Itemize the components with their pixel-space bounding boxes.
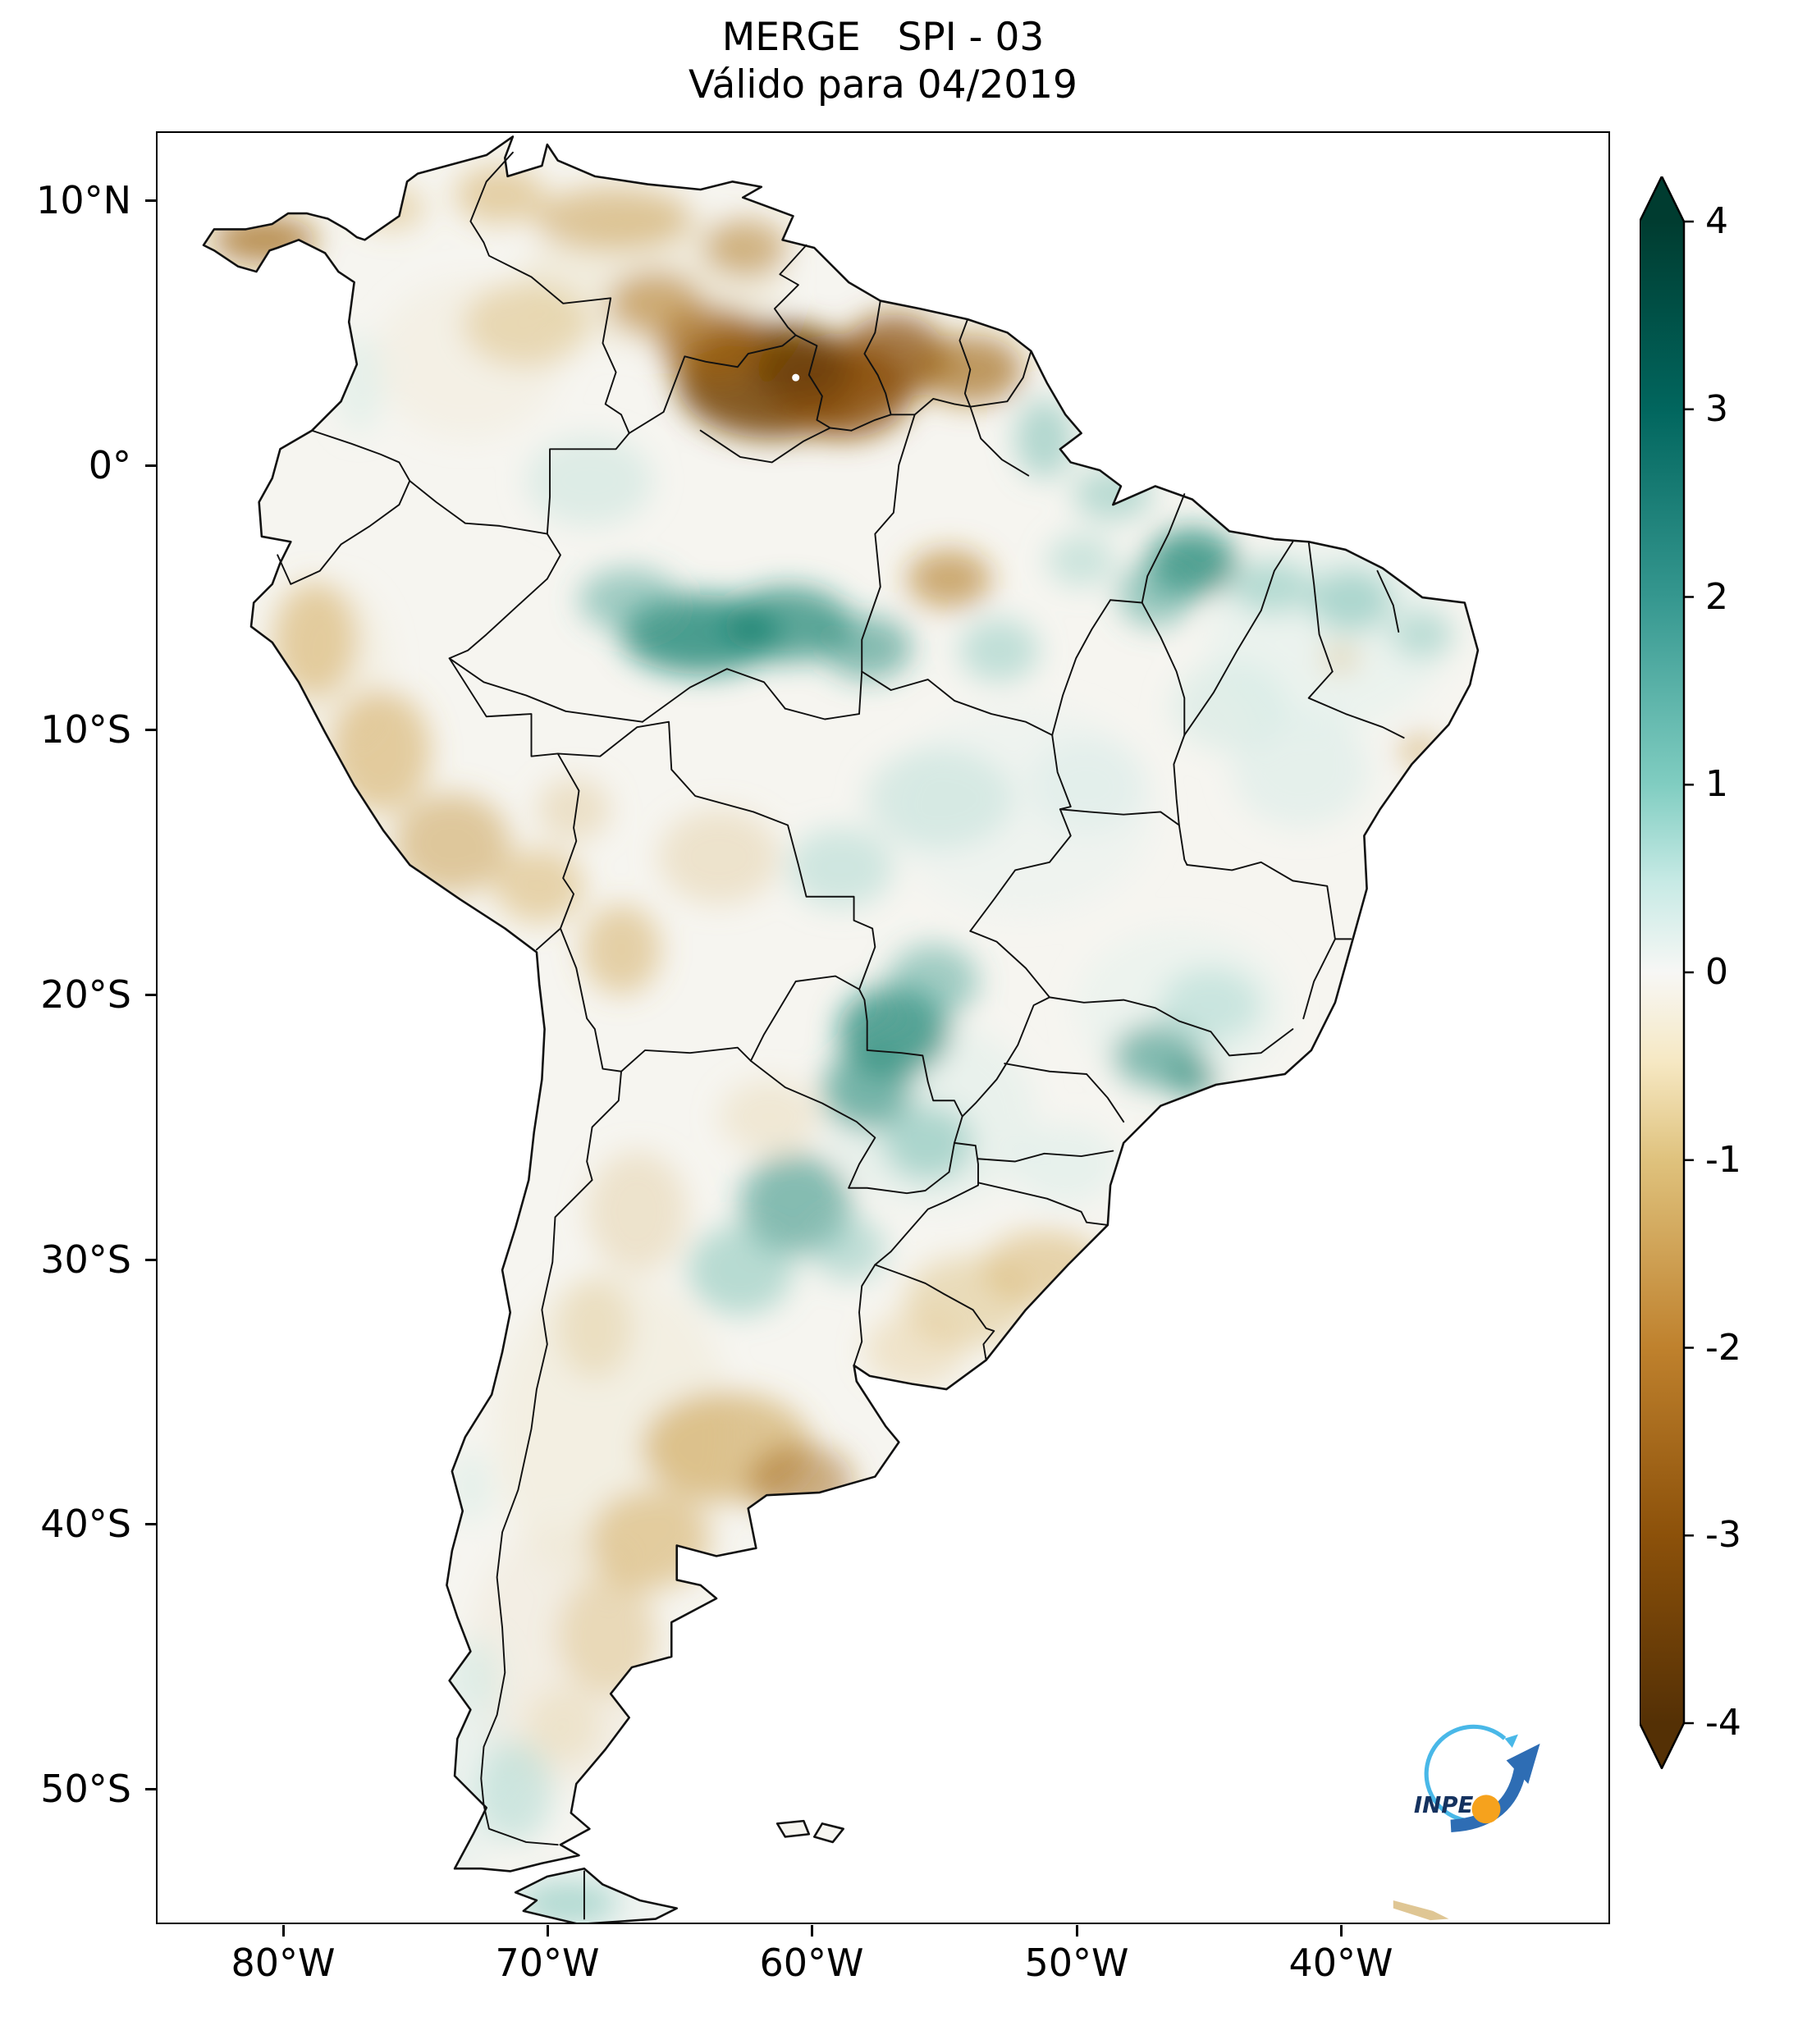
colorbar-top-arrow	[1640, 176, 1684, 222]
x-tick-label: 50°W	[1024, 1941, 1129, 1985]
y-tick-label: 40°S	[40, 1502, 131, 1546]
tick-mark	[145, 994, 157, 996]
y-tick-label: 10°N	[36, 178, 131, 222]
logo-orange-ball-icon	[1471, 1795, 1501, 1824]
logo-arrowhead-icon	[1506, 1743, 1540, 1785]
tick-mark	[145, 729, 157, 731]
tick-mark	[282, 1925, 285, 1937]
y-tick-label: 10°S	[40, 707, 131, 752]
colorbar-tick-marks	[1684, 220, 1694, 1725]
y-tick-label: 50°S	[40, 1767, 131, 1811]
logo-swirl-arrowhead-icon	[1504, 1734, 1518, 1748]
tick-mark	[145, 1523, 157, 1525]
x-tick-label: 80°W	[231, 1941, 336, 1985]
tick-mark	[145, 1259, 157, 1261]
figure-subtitle: Válido para 04/2019	[689, 62, 1077, 107]
colorbar-bottom-arrow	[1640, 1723, 1684, 1768]
y-tick-label: 20°S	[40, 972, 131, 1017]
colorbar	[1640, 176, 1694, 1769]
coastline-and-borders	[202, 135, 1480, 1924]
colorbar-gradient	[1640, 222, 1684, 1723]
tick-mark	[1340, 1925, 1343, 1937]
x-tick-label: 40°W	[1288, 1941, 1393, 1985]
tick-mark	[145, 464, 157, 467]
colorbar-tick-label: 2	[1705, 576, 1728, 618]
colorbar-tick-label: 4	[1705, 200, 1728, 242]
tick-mark	[547, 1925, 549, 1937]
inpe-logo: INPE	[1414, 1724, 1540, 1832]
tick-mark	[811, 1925, 813, 1937]
colorbar-tick-label: 0	[1705, 951, 1728, 993]
y-tick-label: 30°S	[40, 1237, 131, 1282]
tick-mark	[1076, 1925, 1078, 1937]
inpe-logo-text: INPE	[1414, 1791, 1474, 1818]
tick-mark	[145, 199, 157, 202]
spi-anomaly-map	[202, 135, 1480, 1924]
colorbar-tick-label: 1	[1705, 763, 1728, 805]
colorbar-tick-label: -3	[1705, 1514, 1741, 1556]
colorbar-tick-label: -1	[1705, 1139, 1741, 1181]
map-white-dot	[792, 373, 800, 382]
south-georgia-island	[1393, 1900, 1449, 1921]
colorbar-tick-label: 3	[1705, 388, 1728, 430]
figure-title: MERGE SPI - 03	[721, 15, 1045, 60]
x-tick-label: 60°W	[759, 1941, 864, 1985]
x-tick-label: 70°W	[495, 1941, 600, 1985]
tick-mark	[145, 1788, 157, 1790]
y-tick-label: 0°	[88, 443, 131, 487]
colorbar-tick-label: -2	[1705, 1327, 1741, 1369]
country-state-borders	[277, 151, 1405, 1920]
colorbar-tick-label: -4	[1705, 1702, 1741, 1744]
